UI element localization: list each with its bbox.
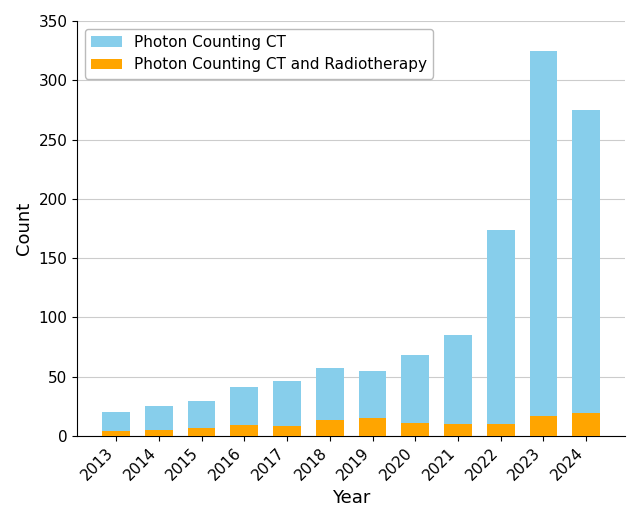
Bar bbox=[230, 387, 258, 425]
Bar bbox=[273, 381, 301, 426]
Bar bbox=[487, 424, 515, 436]
Bar bbox=[572, 110, 600, 413]
Bar bbox=[529, 51, 557, 416]
Bar bbox=[145, 430, 173, 436]
Y-axis label: Count: Count bbox=[15, 202, 33, 255]
Bar bbox=[572, 413, 600, 436]
Bar bbox=[188, 428, 216, 436]
Bar bbox=[401, 355, 429, 423]
Bar bbox=[316, 368, 344, 420]
Bar bbox=[487, 230, 515, 424]
Bar bbox=[444, 335, 472, 424]
Legend: Photon Counting CT, Photon Counting CT and Radiotherapy: Photon Counting CT, Photon Counting CT a… bbox=[85, 29, 433, 78]
Bar bbox=[230, 425, 258, 436]
Bar bbox=[529, 416, 557, 436]
X-axis label: Year: Year bbox=[332, 489, 371, 507]
Bar bbox=[401, 423, 429, 436]
Bar bbox=[358, 418, 387, 436]
Bar bbox=[358, 371, 387, 418]
Bar bbox=[145, 406, 173, 430]
Bar bbox=[102, 431, 130, 436]
Bar bbox=[273, 426, 301, 436]
Bar bbox=[188, 401, 216, 428]
Bar bbox=[316, 420, 344, 436]
Bar bbox=[444, 424, 472, 436]
Bar bbox=[102, 412, 130, 431]
